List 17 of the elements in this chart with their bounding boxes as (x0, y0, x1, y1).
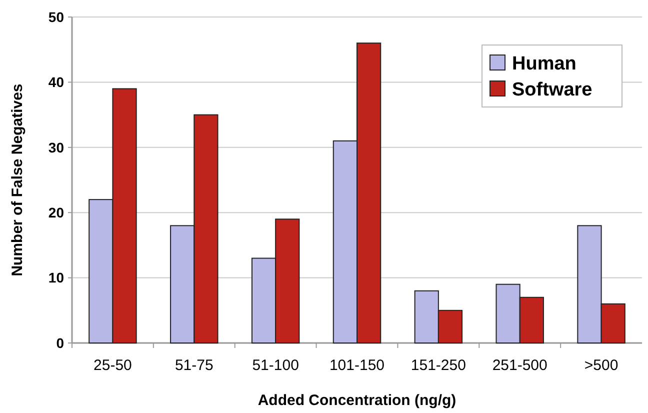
x-tick-label: >500 (584, 357, 618, 374)
x-tick-label: 151-250 (410, 357, 466, 374)
y-tick-label: 50 (48, 8, 64, 25)
y-tick-label: 10 (48, 270, 64, 286)
legend-label: Software (512, 80, 592, 101)
y-tick-label: 20 (48, 204, 64, 220)
y-tick-label: 0 (56, 334, 64, 351)
x-tick-label: 51-75 (174, 357, 214, 374)
y-tick-label: 40 (48, 74, 64, 90)
x-tick-label: 25-50 (94, 357, 132, 374)
x-tick-label: 101-150 (329, 357, 385, 374)
y-axis-title: Number of False Negatives (9, 84, 26, 276)
x-axis-title: Added Concentration (ng/g) (258, 392, 456, 409)
x-tick-label: 51-100 (252, 357, 299, 374)
legend-label: Human (512, 54, 576, 75)
x-tick-label: 251-500 (492, 357, 548, 374)
y-tick-label: 30 (48, 139, 64, 156)
